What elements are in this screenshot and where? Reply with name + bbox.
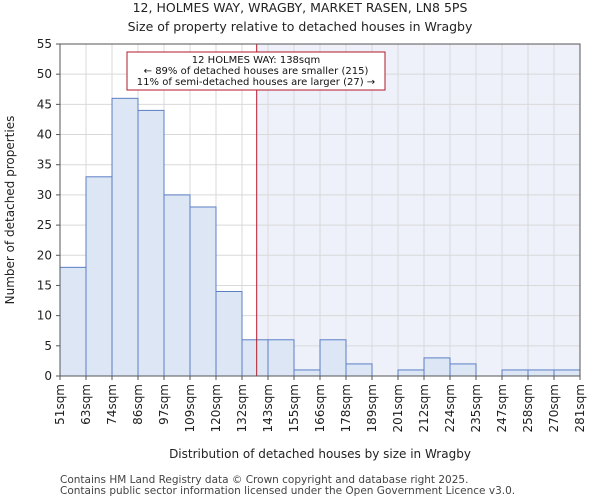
y-tick-label: 0	[44, 369, 52, 383]
y-tick-label: 40	[37, 128, 52, 142]
y-tick-label: 25	[37, 218, 52, 232]
footer-line-2: Contains public sector information licen…	[60, 485, 515, 497]
x-tick-label: 166sqm	[313, 384, 327, 432]
x-tick-label: 86sqm	[131, 384, 145, 425]
x-tick-label: 189sqm	[365, 384, 379, 432]
chart-subtitle: Size of property relative to detached ho…	[128, 19, 473, 34]
x-tick-label: 258sqm	[521, 384, 535, 432]
annotation-box: 12 HOLMES WAY: 138sqm ← 89% of detached …	[126, 51, 386, 91]
x-tick-label: 97sqm	[157, 384, 171, 425]
bar	[527, 369, 555, 377]
x-tick-label: 178sqm	[339, 384, 353, 432]
x-tick-label: 51sqm	[53, 384, 67, 425]
x-tick-label: 109sqm	[183, 384, 197, 432]
x-tick-label: 132sqm	[235, 384, 249, 432]
bar	[59, 266, 87, 377]
x-tick-label: 224sqm	[443, 384, 457, 432]
x-tick-label: 201sqm	[391, 384, 405, 432]
shaded-region	[256, 44, 580, 376]
x-tick-label: 281sqm	[573, 384, 587, 432]
y-tick-label: 20	[37, 248, 52, 262]
y-tick-label: 5	[44, 339, 52, 353]
bar	[345, 363, 373, 377]
x-tick-label: 143sqm	[261, 384, 275, 432]
bar	[449, 363, 477, 377]
annotation-line-2: ← 89% of detached houses are smaller (21…	[144, 66, 369, 77]
x-tick-label: 270sqm	[547, 384, 561, 432]
y-axis-label: Number of detached properties	[3, 116, 17, 305]
bar	[267, 339, 295, 377]
bar	[215, 290, 243, 377]
y-tick-label: 45	[37, 97, 52, 111]
bars	[59, 97, 581, 377]
bar	[85, 176, 113, 377]
x-tick-label: 247sqm	[495, 384, 509, 432]
x-tick-label: 120sqm	[209, 384, 223, 432]
y-tick-label: 30	[37, 188, 52, 202]
bar	[241, 339, 269, 377]
x-tick-label: 212sqm	[417, 384, 431, 432]
bar	[111, 97, 139, 377]
bar	[397, 369, 425, 377]
x-axis-ticks: 51sqm 63sqm 74sqm 86sqm 97sqm 109sqm 120sqm 132…	[53, 376, 587, 432]
bar	[553, 369, 581, 377]
x-tick-label: 235sqm	[469, 384, 483, 432]
y-tick-label: 10	[37, 309, 52, 323]
bar	[319, 339, 347, 377]
gridlines	[59, 43, 581, 377]
footer-line-1: Contains HM Land Registry data © Crown c…	[60, 474, 468, 486]
bar	[293, 369, 321, 377]
annotation-line-1: 12 HOLMES WAY: 138sqm	[192, 55, 320, 66]
x-tick-label: 74sqm	[105, 384, 119, 425]
y-axis-ticks: 0 5 10 15 20 25 30 35 40 45 50 55	[37, 37, 60, 383]
y-tick-label: 35	[37, 158, 52, 172]
bar	[189, 206, 217, 377]
x-tick-label: 155sqm	[287, 384, 301, 432]
chart-title: 12, HOLMES WAY, WRAGBY, MARKET RASEN, LN…	[133, 0, 468, 15]
bar	[137, 109, 165, 377]
x-tick-label: 63sqm	[79, 384, 93, 425]
annotation-line-3: 11% of semi-detached houses are larger (…	[137, 77, 375, 88]
y-tick-label: 55	[37, 37, 52, 51]
bar	[501, 369, 529, 377]
bar	[423, 357, 451, 377]
y-tick-label: 50	[37, 67, 52, 81]
y-tick-label: 15	[37, 278, 52, 292]
x-axis-label: Distribution of detached houses by size …	[169, 447, 471, 461]
bar	[163, 194, 191, 377]
